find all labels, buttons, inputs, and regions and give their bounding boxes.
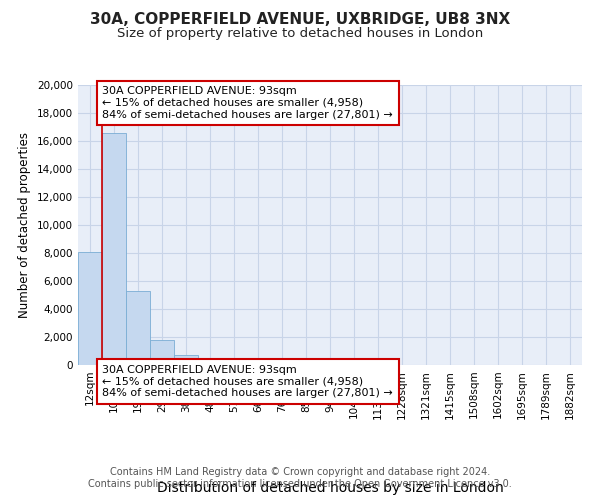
- Bar: [198, 360, 222, 365]
- Bar: [150, 340, 174, 365]
- Bar: [102, 132, 126, 365]
- Bar: [222, 362, 246, 365]
- Text: Contains HM Land Registry data © Crown copyright and database right 2024.
Contai: Contains HM Land Registry data © Crown c…: [88, 468, 512, 489]
- Text: 30A, COPPERFIELD AVENUE, UXBRIDGE, UB8 3NX: 30A, COPPERFIELD AVENUE, UXBRIDGE, UB8 3…: [90, 12, 510, 28]
- Bar: [78, 252, 102, 365]
- Y-axis label: Number of detached properties: Number of detached properties: [19, 132, 31, 318]
- Bar: [126, 291, 150, 365]
- Bar: [174, 354, 198, 365]
- Bar: [246, 363, 270, 365]
- Text: 30A COPPERFIELD AVENUE: 93sqm
← 15% of detached houses are smaller (4,958)
84% o: 30A COPPERFIELD AVENUE: 93sqm ← 15% of d…: [103, 365, 393, 398]
- Text: Size of property relative to detached houses in London: Size of property relative to detached ho…: [117, 28, 483, 40]
- Bar: [270, 362, 294, 365]
- X-axis label: Distribution of detached houses by size in London: Distribution of detached houses by size …: [157, 481, 503, 495]
- Text: 30A COPPERFIELD AVENUE: 93sqm
← 15% of detached houses are smaller (4,958)
84% o: 30A COPPERFIELD AVENUE: 93sqm ← 15% of d…: [103, 86, 393, 120]
